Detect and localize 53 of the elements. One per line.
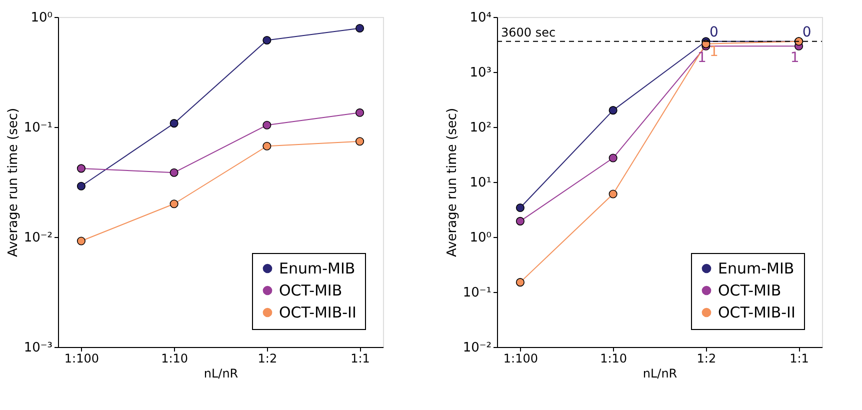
annotation: 0 bbox=[802, 24, 812, 40]
point bbox=[516, 278, 524, 287]
x-tick-label: 1:100 bbox=[503, 352, 538, 366]
y-tick-label: 10⁰ bbox=[30, 10, 52, 26]
y-tick-label: 10³ bbox=[470, 66, 492, 80]
x-tick-label: 1:100 bbox=[64, 352, 100, 366]
point bbox=[76, 164, 86, 173]
y-tick-label: 10² bbox=[470, 120, 492, 136]
point bbox=[262, 36, 272, 44]
point bbox=[356, 108, 364, 117]
point bbox=[76, 236, 86, 246]
x-tick-label: 1:2 bbox=[258, 352, 278, 366]
point bbox=[262, 142, 272, 150]
ref-line-label: 3600 sec bbox=[501, 25, 556, 40]
legend-label: Enum-MIB bbox=[718, 260, 794, 278]
y-tick-label: 10¹ bbox=[470, 176, 492, 190]
annotation: 0 bbox=[709, 24, 718, 40]
point bbox=[356, 137, 364, 146]
point bbox=[76, 182, 86, 190]
x-tick-label: 1:1 bbox=[350, 352, 370, 366]
y-tick-label: 10⁻² bbox=[24, 230, 52, 246]
point bbox=[170, 200, 178, 208]
point bbox=[170, 168, 178, 177]
y-tick-label: 10⁻¹ bbox=[24, 120, 52, 136]
point bbox=[170, 119, 178, 128]
legend-label: OCT-MIB bbox=[279, 282, 342, 300]
point bbox=[356, 24, 364, 33]
legend-label: OCT-MIB-II bbox=[718, 304, 796, 322]
point bbox=[608, 154, 618, 162]
x-tick-label: 1:2 bbox=[696, 352, 716, 366]
y-tick-label: 10⁰ bbox=[470, 230, 492, 246]
x-tick-label: 1:1 bbox=[790, 352, 809, 366]
annotation: 1 bbox=[790, 50, 800, 66]
x-axis-title: nL/nR bbox=[642, 366, 678, 380]
y-tick-label: 10⁴ bbox=[470, 10, 492, 26]
legend-label: Enum-MIB bbox=[279, 260, 356, 278]
x-tick-label: 1:10 bbox=[600, 352, 628, 366]
annotation: 1 bbox=[697, 50, 706, 66]
y-axis-title: Average run time (sec) bbox=[6, 108, 21, 258]
point bbox=[262, 120, 272, 130]
y-axis-title: Average run time (sec) bbox=[444, 108, 460, 258]
y-tick-label: 10⁻³ bbox=[24, 340, 52, 356]
point bbox=[608, 190, 618, 198]
y-tick-label: 10⁻² bbox=[462, 340, 492, 356]
x-axis-title: nL/nR bbox=[204, 366, 238, 380]
legend-label: OCT-MIB-II bbox=[279, 304, 356, 322]
annotation: 1 bbox=[709, 44, 718, 60]
point bbox=[608, 106, 618, 115]
point bbox=[516, 216, 524, 226]
y-tick-label: 10⁻¹ bbox=[462, 286, 492, 300]
x-tick-label: 1:10 bbox=[161, 352, 188, 366]
point bbox=[516, 204, 524, 212]
legend-label: OCT-MIB bbox=[718, 282, 782, 300]
